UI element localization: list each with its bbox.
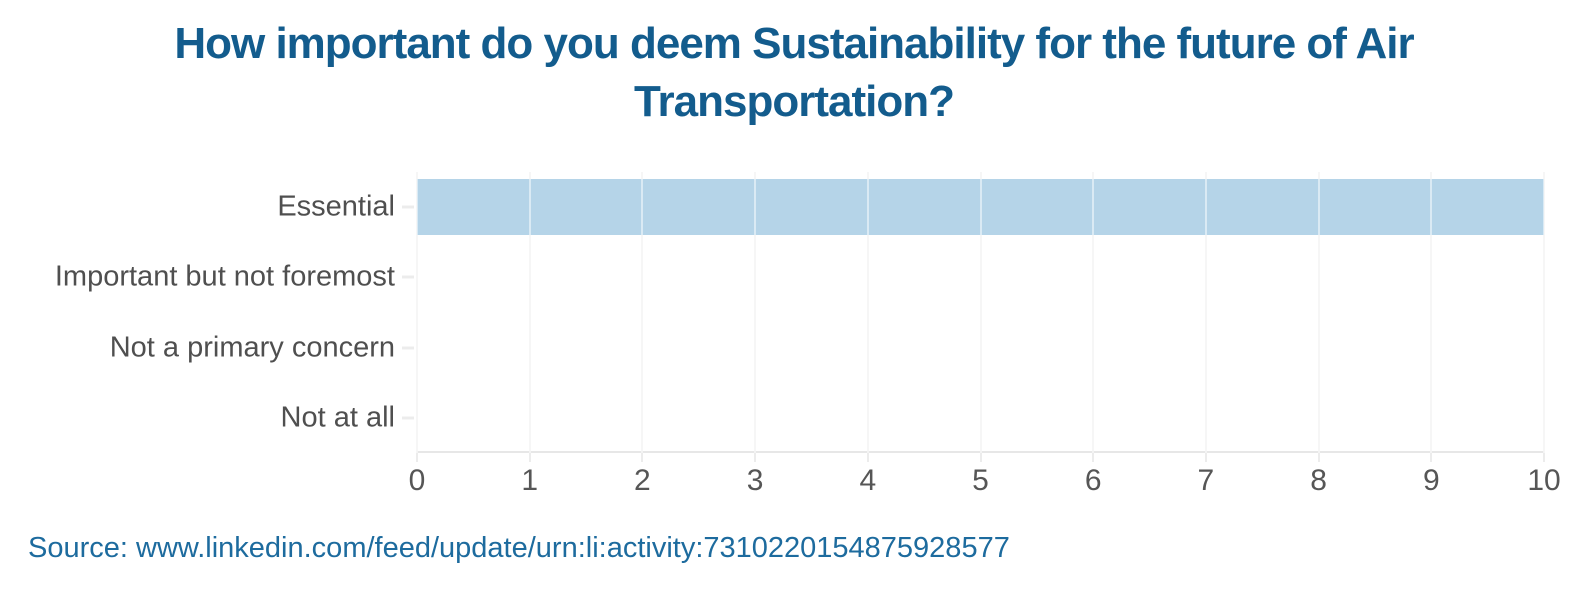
chart-title-line-2: Transportation?	[634, 77, 955, 126]
gridline-overlay-x-4	[866, 172, 869, 453]
gridline-overlay-x-9	[1430, 172, 1433, 453]
y-category-label-not-at-all: Not at all	[280, 401, 395, 434]
x-tick-label-8: 8	[1310, 464, 1327, 497]
y-category-label-essential: Essential	[277, 190, 395, 223]
gridline-overlay-x-0	[416, 172, 418, 453]
x-tick-label-10: 10	[1527, 464, 1561, 497]
y-tick-mark-1	[402, 275, 414, 279]
x-tick-label-6: 6	[1084, 464, 1102, 497]
x-tick-label-0: 0	[408, 464, 426, 497]
gridline-overlay-x-2	[641, 172, 644, 453]
x-tick-label-2: 2	[634, 464, 651, 497]
y-tick-mark-3	[402, 416, 414, 420]
y-category-label-not-a-primary-concern: Not a primary concern	[109, 331, 395, 364]
gridline-overlay-x-10	[1543, 172, 1545, 453]
y-tick-mark-0	[402, 205, 414, 209]
x-tick-label-4: 4	[859, 464, 877, 497]
gridline-overlay-x-6	[1092, 172, 1095, 453]
gridline-overlay-x-8	[1317, 172, 1320, 453]
x-tick-label-5: 5	[972, 464, 989, 497]
x-tick-label-1: 1	[521, 464, 539, 497]
gridline-overlay-x-7	[1204, 172, 1207, 453]
chart-title: How important do you deem Sustainability…	[0, 15, 1588, 131]
x-tick-label-7: 7	[1197, 464, 1215, 497]
gridline-overlay-x-5	[979, 172, 982, 453]
y-tick-mark-2	[402, 346, 414, 350]
gridline-overlay-x-3	[754, 172, 757, 453]
x-tick-label-3: 3	[746, 464, 764, 497]
x-tick-label-9: 9	[1422, 464, 1440, 497]
source-caption[interactable]: Source: www.linkedin.com/feed/update/urn…	[28, 532, 1010, 564]
gridline-overlay-x-1	[528, 172, 531, 453]
chart-title-line-1: How important do you deem Sustainability…	[174, 19, 1414, 68]
y-category-label-important-but-not-foremost: Important but not foremost	[54, 260, 395, 293]
plot-area: 0 1 2 3 4 5 6 7 8 9 10 Essential Important but not …	[55, 172, 1561, 497]
